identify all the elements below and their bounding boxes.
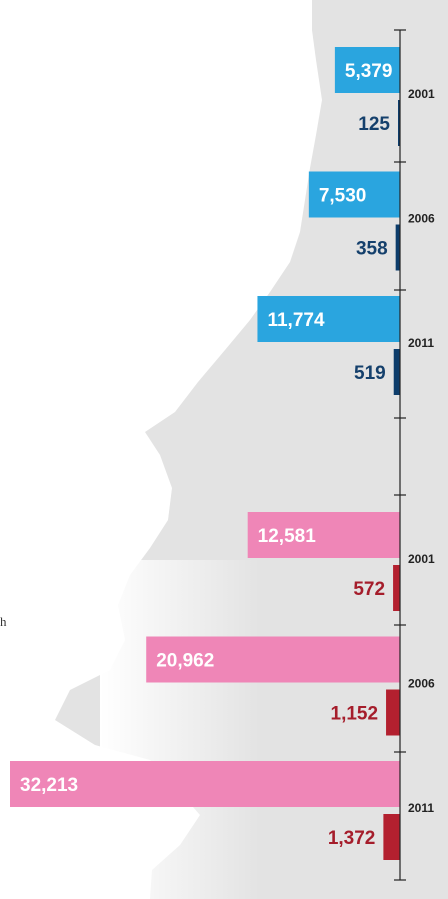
bottom-secondary-label-2001: 572 [353,579,385,600]
bottom-primary-label-2006: 20,962 [156,651,214,672]
top-secondary-bar-2006 [395,224,400,271]
top-primary-bar-2001 [334,47,400,93]
bottom-year-label-2006: 2006 [408,677,435,691]
top-secondary-label-2001: 125 [358,114,390,135]
top-year-label-2006: 2006 [408,212,435,226]
top-primary-bar-2011 [257,296,400,342]
top-secondary-bar-2001 [398,100,400,146]
top-primary-label-2001: 5,379 [345,61,393,82]
top-secondary-label-2006: 358 [356,239,388,260]
top-primary-label-2006: 7,530 [319,186,367,207]
map-fade [100,560,260,899]
top-primary-bar-2006 [308,171,400,218]
bottom-primary-label-2011: 32,213 [20,775,78,796]
bottom-secondary-bar-2006 [386,689,400,736]
bottom-year-label-2011: 2011 [408,801,434,815]
top-secondary-label-2011: 519 [354,363,386,384]
fragment-label: h [0,614,7,629]
bottom-secondary-label-2006: 1,152 [331,704,379,725]
bottom-primary-bar-2011 [10,761,400,807]
top-secondary-bar-2011 [393,349,400,395]
bottom-primary-bar-2006 [146,636,400,683]
bottom-secondary-bar-2011 [383,814,400,860]
top-year-label-2011: 2011 [408,336,434,350]
top-year-label-2001: 2001 [408,87,435,101]
bottom-secondary-label-2011: 1,372 [328,828,376,849]
bottom-year-label-2001: 2001 [408,552,435,566]
bottom-secondary-bar-2001 [393,565,400,611]
axis-group: 2001 2006 2011 2001 2006 2011 [394,29,435,881]
bars-group: 5,379 125 7,530 358 11,774 519 12,581 572 20,962… [10,47,400,860]
bottom-primary-bar-2001 [247,512,400,558]
bottom-primary-label-2001: 12,581 [258,526,317,547]
top-primary-label-2011: 11,774 [267,310,324,331]
